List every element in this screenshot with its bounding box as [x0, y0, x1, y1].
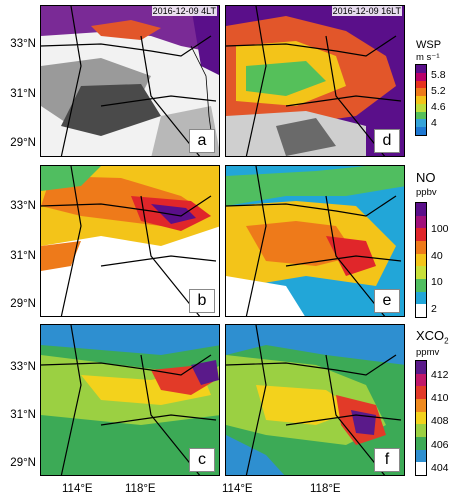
legend-tick: 4: [431, 117, 437, 129]
colorbar-segment: [416, 304, 426, 317]
lon-label-114: 114°E: [222, 483, 253, 495]
colorbar: [415, 202, 427, 318]
colorbar-segment: [416, 65, 426, 73]
colorbar: [415, 360, 427, 476]
legend-tick: 4.6: [431, 101, 446, 113]
legend-tick: 412: [431, 369, 449, 381]
legend-tick: 404: [431, 462, 449, 474]
legend-tick: 10: [431, 276, 443, 288]
colorbar-segment: [416, 103, 426, 112]
colorbar-segment: [416, 361, 426, 374]
panel-a-wsp-4lt: 2016-12-09 4LT a: [40, 5, 220, 157]
timestamp-4lt: 2016-12-09 4LT: [151, 6, 217, 16]
colorbar-segment: [416, 398, 426, 412]
lat-label-31: 31°N: [10, 88, 36, 100]
legend-tick: 40: [431, 250, 443, 262]
map-e: [226, 166, 404, 316]
lat-label-33: 33°N: [10, 200, 36, 212]
colorbar-segment: [416, 111, 426, 120]
colorbar-segment: [416, 80, 426, 89]
panel-label: f: [374, 448, 400, 472]
legend-tick: 410: [431, 392, 449, 404]
legend-unit: ppbv: [416, 187, 437, 198]
colorbar-segment: [416, 386, 426, 399]
colorbar-segment: [416, 462, 426, 475]
lon-label-118: 118°E: [125, 483, 156, 495]
lon-label-114: 114°E: [62, 483, 93, 495]
colorbar-segment: [416, 436, 426, 450]
legend-title: WSP: [416, 39, 442, 51]
colorbar-segment: [416, 424, 426, 437]
panel-label: b: [189, 289, 215, 313]
panel-label: e: [374, 289, 400, 313]
panel-d-wsp-16lt: 2016-12-09 16LT d: [225, 5, 405, 157]
colorbar-segment: [416, 373, 426, 387]
panel-b-no-4lt: b: [40, 165, 220, 317]
lon-label-118: 118°E: [310, 483, 341, 495]
legend-tick: 408: [431, 415, 449, 427]
legend-title-main: XCO: [416, 328, 445, 343]
colorbar-segment: [416, 72, 426, 81]
legend-tick: 5.8: [431, 69, 446, 81]
lat-label-29: 29°N: [10, 137, 36, 149]
panel-e-no-16lt: e: [225, 165, 405, 317]
map-a: [41, 6, 219, 156]
lat-label-29: 29°N: [10, 457, 36, 469]
legend-tick: 2: [431, 303, 437, 315]
colorbar-segment: [416, 291, 426, 305]
legend-title-subscript: 2: [444, 336, 449, 346]
colorbar-segment: [416, 215, 426, 229]
colorbar-segment: [416, 449, 426, 463]
lat-label-31: 31°N: [10, 250, 36, 262]
lat-label-33: 33°N: [10, 38, 36, 50]
lat-label-31: 31°N: [10, 409, 36, 421]
panel-c-xco2-4lt: c: [40, 324, 220, 476]
colorbar-segment: [416, 278, 426, 292]
legend-xco2: XCO2 ppmv 412 410 408 406 404: [412, 328, 458, 480]
panel-label: a: [189, 129, 215, 153]
colorbar-segment: [416, 127, 426, 135]
colorbar-segment: [416, 203, 426, 216]
colorbar-segment: [416, 253, 426, 267]
colorbar-segment: [416, 266, 426, 279]
legend-wsp: WSP m s⁻¹ 5.8 5.2 4.6 4: [412, 40, 458, 140]
colorbar-segment: [416, 228, 426, 241]
lat-label-29: 29°N: [10, 298, 36, 310]
colorbar: [415, 64, 427, 136]
legend-tick: 5.2: [431, 85, 446, 97]
panel-label: c: [189, 448, 215, 472]
colorbar-segment: [416, 88, 426, 97]
timestamp-16lt: 2016-12-09 16LT: [331, 6, 402, 16]
legend-unit: m s⁻¹: [416, 52, 440, 63]
legend-unit: ppmv: [416, 347, 440, 358]
legend-title: XCO2: [416, 328, 449, 347]
lat-label-33: 33°N: [10, 361, 36, 373]
panel-label: d: [374, 129, 400, 153]
colorbar-segment: [416, 119, 426, 128]
colorbar-segment: [416, 240, 426, 254]
legend-no: NO ppbv 100 40 10 2: [412, 170, 458, 322]
legend-tick: 406: [431, 439, 449, 451]
legend-tick: 100: [431, 223, 449, 235]
colorbar-segment: [416, 411, 426, 425]
legend-title: NO: [416, 170, 436, 185]
panel-f-xco2-16lt: f: [225, 324, 405, 476]
colorbar-segment: [416, 96, 426, 104]
